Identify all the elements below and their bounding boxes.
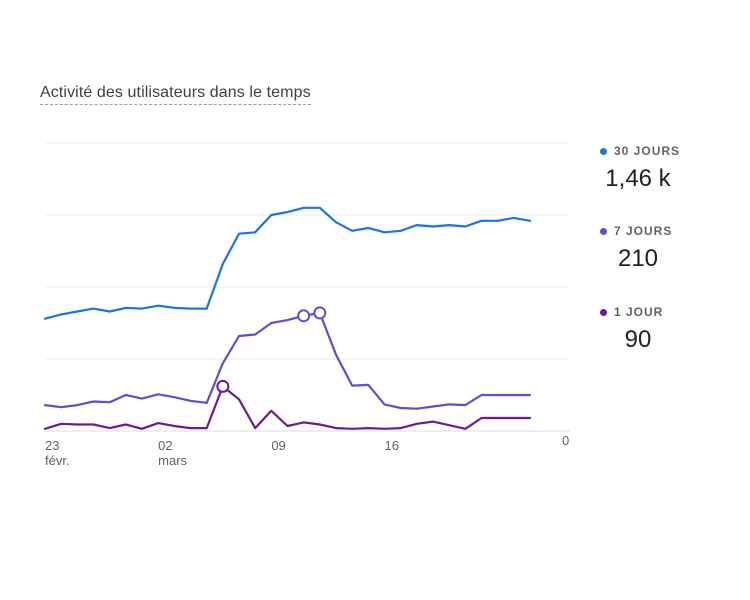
x-tick-sublabel: févr. — [45, 453, 70, 468]
card-title[interactable]: Activité des utilisateurs dans le temps — [40, 84, 311, 105]
x-tick-sublabel: mars — [158, 453, 187, 468]
series-line-30-jours — [43, 206, 532, 320]
x-tick-label: 23 — [45, 438, 59, 453]
legend-value-1-jour: 90 — [624, 326, 652, 353]
legend-item-7-jours: 7 JOURS 210 — [600, 224, 676, 273]
legend-item-1-jour: 1 JOUR 90 — [600, 305, 676, 354]
x-tick-label: 02 — [158, 438, 172, 453]
legend-value-7-jours: 210 — [617, 245, 659, 272]
highlight-point[interactable] — [216, 379, 230, 393]
y-axis-ticks: 0 — [562, 433, 569, 448]
legend-label-1-jour: 1 JOUR — [614, 305, 664, 319]
series-line-7-jours — [43, 311, 532, 410]
legend-dot-1-jour — [600, 308, 607, 316]
highlight-markers — [216, 306, 327, 393]
highlight-point[interactable] — [313, 306, 327, 320]
legend-dot-30-jours — [600, 147, 607, 155]
legend-dot-7-jours — [600, 227, 607, 235]
legend-label-7-jours: 7 JOURS — [614, 224, 673, 238]
gridlines — [45, 142, 570, 432]
x-tick-label: 09 — [271, 438, 285, 453]
series-line-1-jour — [43, 385, 532, 430]
y-tick-label: 0 — [562, 433, 569, 448]
highlight-point[interactable] — [297, 309, 311, 323]
legend-item-30-jours: 30 JOURS 1,46 k — [600, 144, 680, 193]
legend-label-30-jours: 30 JOURS — [614, 144, 681, 158]
series-lines — [43, 206, 532, 430]
x-tick-label: 16 — [385, 438, 399, 453]
legend-value-30-jours: 1,46 k — [605, 165, 671, 192]
